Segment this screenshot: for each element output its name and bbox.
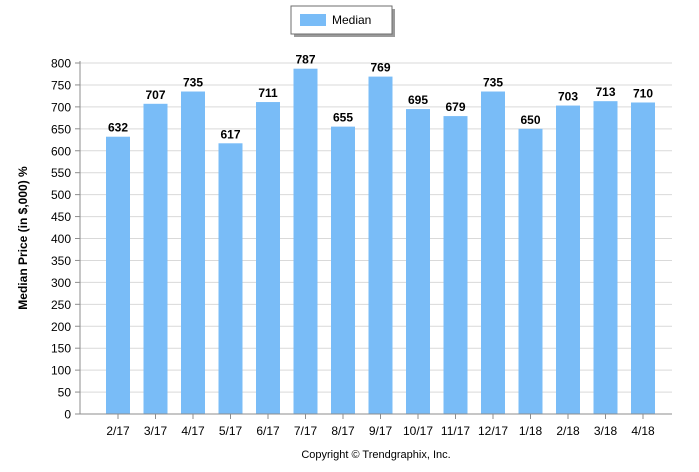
y-tick-label: 600 [51, 144, 71, 158]
x-tick-label: 10/17 [403, 424, 433, 438]
bar-6-17 [256, 102, 280, 414]
data-label: 711 [258, 86, 278, 100]
data-label: 707 [145, 88, 165, 102]
x-tick-label: 1/18 [519, 424, 543, 438]
x-tick-label: 3/18 [594, 424, 618, 438]
y-tick-label: 550 [51, 166, 71, 180]
y-axis-title: Median Price (in $,000) % [16, 166, 30, 310]
x-tick-label: 12/17 [478, 424, 508, 438]
bar-4-17 [181, 91, 205, 415]
y-tick-label: 500 [51, 188, 71, 202]
bar-3-17 [143, 103, 168, 415]
data-label: 710 [633, 86, 653, 100]
data-label: 650 [520, 113, 540, 127]
x-tick-label: 2/17 [106, 424, 130, 438]
y-tick-label: 450 [51, 210, 71, 224]
y-tick-label: 150 [51, 342, 71, 356]
bar-11-17 [443, 116, 468, 415]
x-tick-label: 4/17 [181, 424, 205, 438]
y-tick-label: 200 [51, 320, 71, 334]
y-tick-label: 50 [58, 386, 72, 400]
legend: Median [290, 5, 395, 37]
bar-4-18 [631, 102, 655, 415]
data-label: 735 [183, 76, 203, 90]
y-tick-label: 300 [51, 276, 71, 290]
data-label: 787 [295, 53, 315, 67]
x-tick-label: 3/17 [144, 424, 168, 438]
bar-9-17 [368, 76, 393, 414]
y-tick-label: 100 [51, 364, 71, 378]
data-label: 655 [333, 111, 353, 125]
data-label: 769 [370, 61, 390, 75]
data-label: 713 [595, 85, 615, 99]
y-tick-label: 650 [51, 122, 71, 136]
data-label: 617 [220, 127, 240, 141]
labels: 0 50 100 150 200 250 300 350 400 450 500 550 600 650 7… [51, 53, 655, 438]
bar-10-17 [406, 109, 430, 414]
x-tick-label: 11/17 [441, 424, 470, 438]
x-tick-label: 8/17 [331, 424, 355, 438]
bar-5-17 [218, 143, 243, 414]
axes [75, 61, 672, 419]
copyright-text: Copyright © Trendgraphix, Inc. [301, 449, 450, 461]
y-tick-label: 750 [51, 78, 71, 92]
bar-1-18 [518, 128, 543, 414]
y-tick-label: 250 [51, 298, 71, 312]
y-tick-label: 700 [51, 100, 71, 114]
x-tick-label: 2/18 [556, 424, 580, 438]
bar-2-17 [106, 136, 130, 414]
x-tick-label: 6/17 [256, 424, 280, 438]
legend-swatch-median [300, 14, 326, 26]
y-tick-label: 0 [64, 408, 71, 422]
data-label: 735 [483, 76, 503, 90]
x-tick-label: 7/17 [294, 424, 318, 438]
legend-label-median: Median [332, 13, 371, 27]
bar-8-17 [331, 126, 355, 415]
data-label: 703 [558, 90, 578, 104]
y-tick-label: 350 [51, 254, 71, 268]
x-tick-label: 4/18 [631, 424, 655, 438]
bars [106, 68, 655, 415]
y-tick-label: 800 [51, 57, 71, 71]
bar-3-18 [593, 101, 618, 414]
data-label: 679 [445, 100, 465, 114]
x-tick-label: 5/17 [219, 424, 243, 438]
y-tick-label: 400 [51, 232, 71, 246]
data-label: 632 [108, 121, 128, 135]
bar-12-17 [481, 91, 505, 415]
x-tick-label: 9/17 [369, 424, 393, 438]
data-label: 695 [408, 93, 428, 107]
bar-2-18 [556, 105, 580, 414]
bar-7-17 [293, 68, 318, 415]
